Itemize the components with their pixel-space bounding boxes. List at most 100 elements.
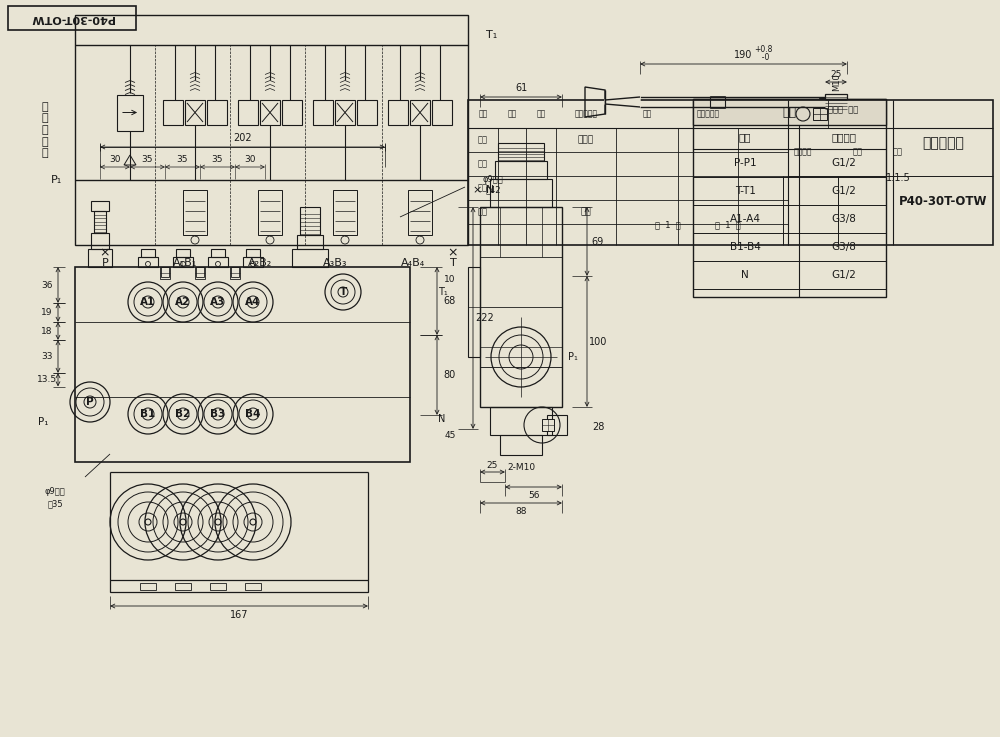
Text: φ9通孔: φ9通孔 (45, 487, 65, 497)
Bar (468, 267, 480, 357)
Text: M10: M10 (832, 73, 842, 91)
Polygon shape (605, 97, 640, 107)
Bar (300, 207, 320, 235)
Text: 88: 88 (515, 508, 527, 517)
Bar (357, 100, 377, 125)
Bar (282, 100, 302, 125)
Text: T₁: T₁ (438, 287, 448, 297)
Bar (819, 98, 825, 106)
Text: 版本号  类型: 版本号 类型 (828, 105, 858, 114)
Text: A2: A2 (175, 297, 191, 307)
Bar (138, 257, 158, 267)
Text: B2: B2 (175, 409, 191, 419)
Text: 分区: 分区 (536, 110, 546, 119)
Text: 80: 80 (444, 370, 456, 380)
Bar (292, 249, 328, 267)
Bar (117, 94, 143, 130)
Text: B3: B3 (210, 409, 226, 419)
Text: 19: 19 (41, 308, 53, 317)
Text: 30: 30 (109, 155, 121, 164)
Bar (432, 100, 452, 125)
Polygon shape (585, 87, 605, 117)
Text: A3: A3 (210, 297, 226, 307)
Text: T: T (450, 258, 456, 268)
Text: 18: 18 (41, 326, 53, 335)
Bar (161, 267, 169, 277)
Text: P: P (102, 258, 108, 268)
Text: 30: 30 (244, 155, 256, 164)
Text: 重量: 重量 (853, 147, 863, 156)
Text: 25: 25 (830, 69, 842, 79)
Bar (388, 100, 408, 125)
Text: P₁: P₁ (51, 175, 63, 185)
Bar (176, 249, 190, 257)
Text: 工艺: 工艺 (478, 208, 488, 217)
Text: 螈纹规格: 螈纹规格 (831, 132, 856, 142)
Text: 100: 100 (589, 337, 607, 346)
Text: 167: 167 (230, 610, 248, 620)
Text: 高35: 高35 (47, 500, 63, 509)
Text: B1: B1 (140, 409, 156, 419)
Bar (498, 143, 544, 161)
Bar (693, 99, 886, 297)
Text: 四联多路阀: 四联多路阀 (922, 136, 964, 150)
Text: 56: 56 (528, 491, 540, 500)
Bar (163, 100, 183, 125)
Text: +0.8: +0.8 (754, 44, 773, 54)
Bar (230, 267, 240, 279)
Text: 标记: 标记 (478, 110, 488, 119)
Bar (410, 100, 430, 125)
Bar (231, 267, 239, 277)
Bar (175, 583, 191, 590)
Bar (243, 257, 263, 267)
Bar (260, 100, 280, 125)
Text: 10: 10 (444, 274, 456, 284)
Text: 接口: 接口 (739, 132, 751, 142)
Bar (480, 207, 562, 407)
Text: A₁B₁: A₁B₁ (173, 258, 197, 268)
Bar (141, 249, 155, 257)
Text: 25: 25 (486, 461, 498, 469)
Text: A1: A1 (140, 297, 156, 307)
Text: 共  1  张: 共 1 张 (655, 220, 681, 229)
Text: P-P1: P-P1 (734, 158, 756, 168)
Bar (825, 94, 847, 110)
Bar (75, 15, 468, 245)
Text: P40-30T-OTW: P40-30T-OTW (30, 13, 114, 23)
Polygon shape (124, 155, 136, 165)
Bar (246, 249, 260, 257)
Bar (542, 419, 554, 431)
Text: 68: 68 (444, 296, 456, 306)
Text: T₁: T₁ (486, 30, 497, 40)
Text: 数量: 数量 (507, 110, 517, 119)
Bar (207, 100, 227, 125)
Text: B1-B4: B1-B4 (730, 242, 761, 252)
Bar (468, 100, 993, 245)
Text: × N: × N (473, 185, 494, 195)
Text: G1/2: G1/2 (831, 158, 856, 168)
Text: A1-A4: A1-A4 (730, 214, 761, 224)
Text: 13.5: 13.5 (37, 375, 57, 384)
Text: 61: 61 (515, 83, 527, 93)
Text: 更改文件号: 更改文件号 (574, 110, 598, 119)
Text: 28: 28 (592, 422, 604, 432)
Text: 液
压
原
理
图: 液 压 原 理 图 (42, 102, 48, 158)
Text: P₁: P₁ (38, 417, 48, 427)
Bar (547, 415, 567, 435)
Text: 除外标记: 除外标记 (794, 147, 812, 156)
Bar (245, 583, 261, 590)
Text: G1/2: G1/2 (831, 270, 856, 280)
Text: ×: × (100, 246, 110, 259)
Text: N: N (741, 270, 749, 280)
Text: P₁: P₁ (568, 352, 578, 362)
Text: 45: 45 (444, 430, 456, 439)
Bar (335, 100, 355, 125)
Text: 1:1.5: 1:1.5 (886, 173, 910, 183)
Bar (91, 233, 109, 249)
Text: A₂B₂: A₂B₂ (248, 258, 272, 268)
Text: P: P (86, 397, 94, 407)
Bar (495, 161, 547, 179)
Text: 比例: 比例 (893, 147, 903, 156)
Bar (8, 6, 136, 30)
Bar (208, 257, 228, 267)
